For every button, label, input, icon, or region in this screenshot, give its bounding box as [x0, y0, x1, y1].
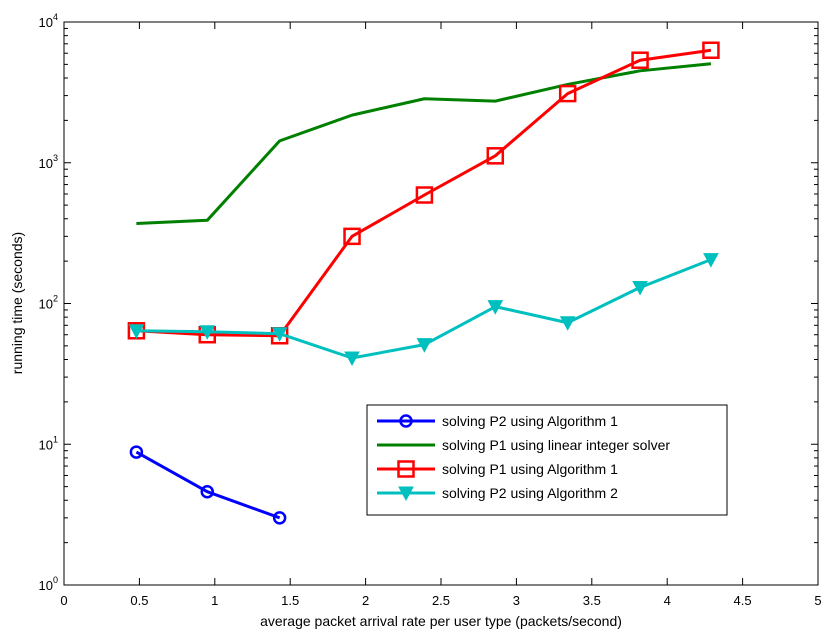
- data-point: [631, 51, 649, 69]
- data-point: [632, 280, 648, 296]
- data-point: [128, 324, 145, 339]
- data-point: [272, 511, 287, 525]
- legend-box: [366, 404, 728, 516]
- x-tick-label: 5: [814, 593, 821, 608]
- x-tick-label: 1: [211, 593, 218, 608]
- y-axis-label: running time (seconds): [9, 232, 25, 374]
- legend-marker: [399, 414, 413, 428]
- legend-label: solving P2 using Algorithm 1: [442, 413, 618, 429]
- y-tick-base: 10: [39, 297, 53, 312]
- x-tick-label: 2: [362, 593, 369, 608]
- data-point: [559, 316, 576, 331]
- series-2: [136, 62, 712, 226]
- series-3: [127, 41, 720, 345]
- x-tick-label: 1.5: [281, 593, 299, 608]
- legend-marker: [398, 486, 414, 502]
- y-tick-exponent: 0: [53, 575, 58, 585]
- legend-item: solving P1 using linear integer solver: [377, 437, 670, 453]
- data-point: [343, 227, 361, 246]
- y-tick-base: 10: [39, 156, 53, 171]
- x-tick-label: 3.5: [583, 593, 601, 608]
- data-point: [486, 147, 505, 165]
- data-point: [558, 84, 577, 103]
- y-tick-exponent: 3: [53, 153, 58, 163]
- y-tick-exponent: 2: [53, 294, 58, 304]
- y-tick-exponent: 1: [53, 434, 58, 444]
- x-tick-label: 2.5: [432, 593, 450, 608]
- data-point: [199, 325, 216, 340]
- legend-item: solving P2 using Algorithm 2: [377, 485, 618, 502]
- x-axis-label: average packet arrival rate per user typ…: [260, 613, 622, 629]
- y-tick-label: 103: [39, 153, 58, 171]
- series-line: [135, 450, 281, 520]
- data-point: [703, 253, 719, 268]
- x-tick-label: 4.5: [734, 593, 752, 608]
- series-1: [129, 445, 287, 525]
- y-tick-label: 102: [39, 294, 58, 312]
- y-tick-base: 10: [39, 15, 53, 30]
- y-tick-exponent: 4: [53, 12, 58, 22]
- y-tick-label: 101: [39, 434, 58, 452]
- series-line: [136, 48, 712, 338]
- y-tick-base: 10: [39, 437, 53, 452]
- legend-item: solving P1 using Algorithm 1: [377, 460, 618, 478]
- y-tick-base: 10: [39, 578, 53, 593]
- data-point: [271, 327, 288, 342]
- data-point: [200, 484, 215, 499]
- data-point: [487, 300, 504, 315]
- data-point: [415, 186, 434, 204]
- legend-label: solving P1 using Algorithm 1: [442, 461, 618, 477]
- legend-marker: [397, 460, 415, 478]
- legend-item: solving P2 using Algorithm 1: [377, 413, 618, 429]
- data-point: [416, 338, 433, 353]
- series-4: [128, 253, 719, 367]
- series-line: [136, 62, 712, 226]
- legend-label: solving P2 using Algorithm 2: [442, 485, 618, 501]
- y-tick-label: 100: [39, 575, 58, 593]
- x-tick-label: 0.5: [130, 593, 148, 608]
- legend: solving P2 using Algorithm 1 solving P1 u…: [366, 404, 728, 516]
- x-tick-label: 3: [513, 593, 520, 608]
- legend-label: solving P1 using linear integer solver: [442, 437, 670, 453]
- series-layer: [127, 41, 720, 525]
- data-point: [702, 41, 720, 59]
- data-point: [129, 445, 144, 459]
- x-axis: 0 0.5 1 1.5 2 2.5 3 3.5 4 4.5 5: [60, 22, 822, 608]
- x-tick-label: 0: [60, 593, 67, 608]
- x-tick-label: 4: [664, 593, 671, 608]
- data-point: [344, 351, 360, 367]
- y-tick-label: 104: [39, 12, 58, 30]
